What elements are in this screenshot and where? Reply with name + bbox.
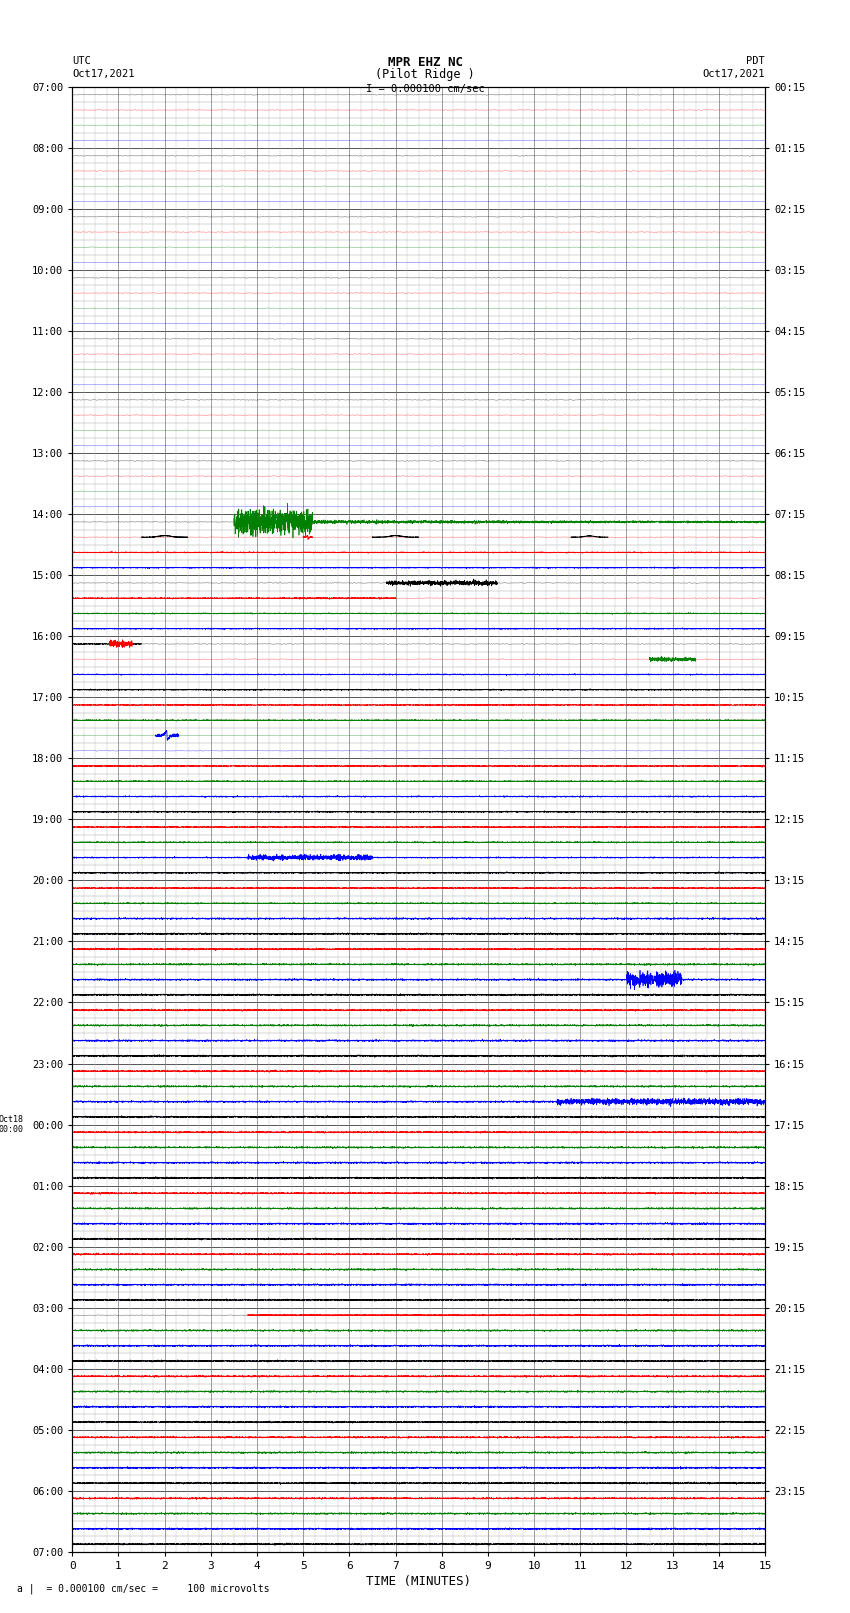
X-axis label: TIME (MINUTES): TIME (MINUTES) (366, 1574, 471, 1587)
Text: I = 0.000100 cm/sec: I = 0.000100 cm/sec (366, 84, 484, 94)
Text: PDT: PDT (746, 56, 765, 66)
Text: Oct18
00:00: Oct18 00:00 (0, 1115, 24, 1134)
Text: UTC: UTC (72, 56, 91, 66)
Text: (Pilot Ridge ): (Pilot Ridge ) (375, 68, 475, 82)
Text: Oct17,2021: Oct17,2021 (702, 69, 765, 79)
Text: a |  = 0.000100 cm/sec =     100 microvolts: a | = 0.000100 cm/sec = 100 microvolts (17, 1584, 269, 1594)
Text: MPR EHZ NC: MPR EHZ NC (388, 55, 462, 69)
Text: Oct17,2021: Oct17,2021 (72, 69, 135, 79)
